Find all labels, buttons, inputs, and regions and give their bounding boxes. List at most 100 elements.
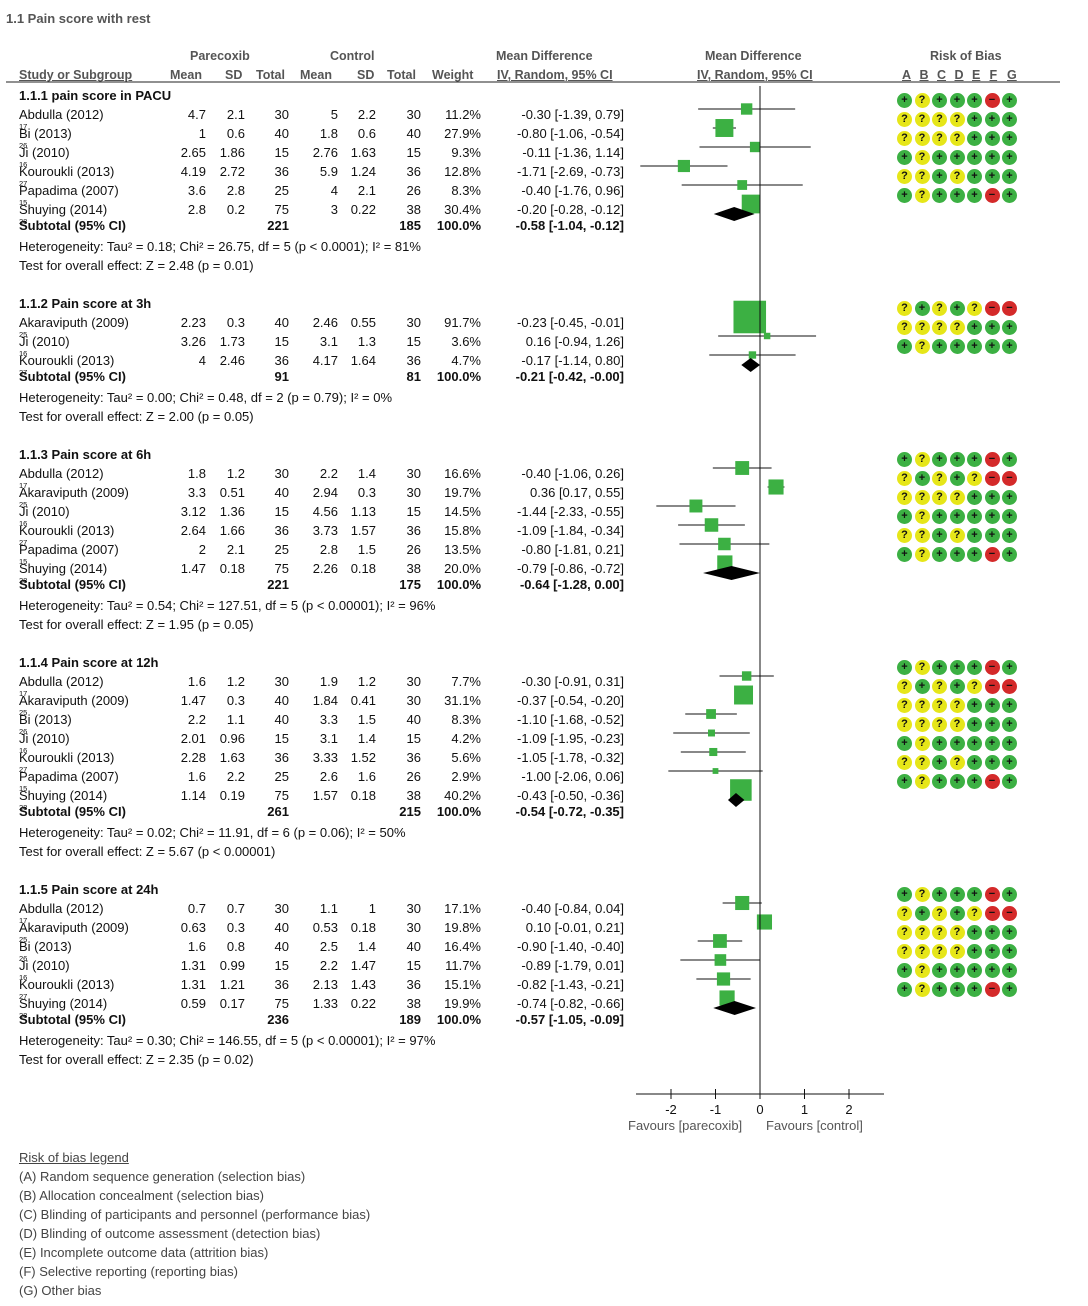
study-name: Akaraviputh (2009): [19, 920, 129, 935]
md-ci-cell: -1.09 [-1.84, -0.34]: [517, 523, 624, 538]
subtotal-label: Subtotal (95% CI): [19, 804, 126, 819]
md-ci-cell: -0.40 [-1.76, 0.96]: [521, 183, 624, 198]
rob-dot-D: +: [949, 452, 965, 467]
effect-square: [768, 479, 784, 495]
subtotal-diamond: [741, 358, 760, 372]
subtotal-weight: 100.0%: [436, 577, 481, 592]
rob-dot-D: ?: [949, 717, 965, 732]
effect-square: [733, 300, 767, 334]
rob-dot-G: +: [1002, 755, 1017, 770]
rob-dot-A: +: [897, 93, 912, 108]
total2-cell: 40: [406, 126, 421, 141]
rob-dot-D: ?: [949, 755, 965, 770]
study-label: Kouroukli (2013) 27: [19, 750, 114, 782]
sd2-cell: 0.22: [350, 996, 376, 1011]
study-name: Kouroukli (2013): [19, 353, 115, 368]
md-ci-cell: -0.37 [-0.54, -0.20]: [517, 693, 624, 708]
study-name: Shuying (2014): [19, 561, 108, 576]
mean2-cell: 3: [330, 202, 338, 217]
rob-dot-E: +: [967, 528, 982, 543]
md-ci-cell: -0.23 [-0.45, -0.01]: [517, 315, 624, 330]
sd1-cell: 1.66: [219, 523, 245, 538]
total2-cell: 36: [406, 977, 421, 992]
weight-cell: 4.7%: [451, 353, 481, 368]
rob-dot-A: ?: [897, 471, 912, 486]
sd1-header: SD: [225, 68, 243, 82]
study-ref: 27: [19, 368, 28, 377]
sd1-cell: 0.3: [226, 920, 245, 935]
mean2-cell: 3.1: [319, 334, 338, 349]
total2-cell: 26: [406, 542, 421, 557]
rob-dot-E: +: [967, 320, 982, 335]
subtotal-ci: -0.57 [-1.05, -0.09]: [515, 1012, 624, 1027]
rob-dot-D: ?: [949, 698, 965, 713]
rob-dot-F: −: [984, 982, 1000, 997]
rob-dot-D: +: [949, 301, 965, 316]
rob-dot-D: ?: [949, 925, 965, 940]
study-ref: 17: [19, 916, 28, 925]
rob-dot-E: +: [967, 490, 982, 505]
rob-dot-E: +: [967, 188, 982, 203]
study-name: Ji (2010): [19, 958, 70, 973]
sd1-cell: 2.8: [226, 183, 245, 198]
md-ci-cell: -0.30 [-1.39, 0.79]: [521, 107, 624, 122]
sd1-cell: 0.17: [219, 996, 245, 1011]
total2-cell: 36: [406, 750, 421, 765]
rob-dot-G: +: [1002, 717, 1017, 732]
heterogeneity-text: Heterogeneity: Tau² = 0.02; Chi² = 11.91…: [19, 825, 406, 840]
study-label: Ji (2010) 16: [19, 334, 70, 366]
rob-dot-B: ?: [914, 925, 930, 940]
md-ci-cell: 0.16 [-0.94, 1.26]: [525, 334, 624, 349]
mean2-cell: 1.1: [319, 901, 338, 916]
subtotal-diamond: [713, 207, 755, 221]
rob-dot-E: +: [967, 169, 982, 184]
rob-dot-G: +: [1002, 490, 1017, 505]
weight-cell: 8.3%: [451, 712, 481, 727]
mean2-cell: 2.2: [319, 466, 338, 481]
total1-cell: 36: [274, 353, 289, 368]
study-label: Shuying (2014) 28: [19, 996, 107, 1028]
rob-dot-G: +: [1002, 339, 1017, 354]
weight-cell: 11.7%: [445, 958, 481, 973]
sd2-cell: 0.18: [350, 561, 376, 576]
rob-dot-F: +: [984, 490, 1000, 505]
rob-dot-F: −: [984, 906, 1000, 921]
rob-dot-A: +: [897, 736, 912, 751]
sd2-cell: 1.43: [350, 977, 376, 992]
mean1-cell: 1.47: [180, 693, 206, 708]
rob-dot-G: +: [1002, 698, 1017, 713]
rob-dot-G: +: [1002, 150, 1017, 165]
weight-cell: 27.9%: [444, 126, 481, 141]
mean2-header: Mean: [300, 68, 332, 82]
rob-dot-D: ?: [949, 112, 965, 127]
effect-square: [714, 954, 727, 966]
rob-dot-B: ?: [914, 339, 930, 354]
weight-cell: 19.7%: [444, 485, 481, 500]
rob-dot-E: ?: [967, 301, 982, 316]
overall-effect-text: Test for overall effect: Z = 2.35 (p = 0…: [19, 1052, 254, 1067]
rob-dot-C: +: [932, 339, 947, 354]
rob-dot-C: +: [932, 982, 947, 997]
total2-cell: 30: [406, 466, 421, 481]
mean1-cell: 1.8: [187, 466, 206, 481]
rob-dot-D: +: [949, 679, 965, 694]
study-name: Abdulla (2012): [19, 107, 104, 122]
mean2-cell: 2.13: [312, 977, 338, 992]
total1-cell: 36: [274, 164, 289, 179]
total2-cell: 38: [406, 561, 421, 576]
rob-dot-G: +: [1002, 963, 1017, 978]
rob-dot-B: ?: [914, 188, 930, 203]
rob-dot-G: −: [1002, 679, 1017, 694]
sd2-cell: 1.13: [350, 504, 376, 519]
sd2-cell: 0.55: [350, 315, 376, 330]
rob-dot-F: +: [984, 717, 1000, 732]
total1-cell: 40: [274, 126, 289, 141]
sd1-cell: 0.6: [226, 126, 245, 141]
rob-dot-B: ?: [914, 944, 930, 959]
rob-dot-D: ?: [949, 169, 965, 184]
study-name: Shuying (2014): [19, 996, 108, 1011]
total1-cell: 30: [274, 466, 289, 481]
rob-dot-A: +: [897, 547, 912, 562]
total2-cell: 40: [406, 712, 421, 727]
sd2-cell: 1.52: [350, 750, 376, 765]
